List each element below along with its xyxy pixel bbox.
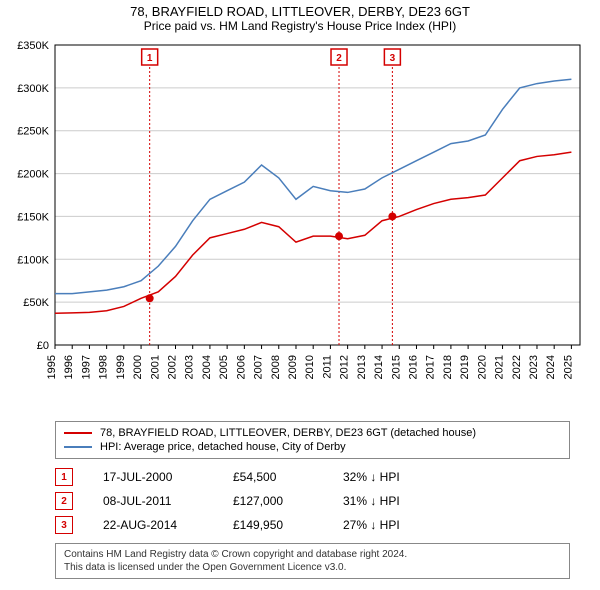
legend-label-1: 78, BRAYFIELD ROAD, LITTLEOVER, DERBY, D…	[100, 427, 476, 439]
svg-text:2003: 2003	[184, 355, 196, 379]
svg-text:2002: 2002	[166, 355, 178, 379]
svg-text:1995: 1995	[46, 355, 58, 379]
svg-text:2011: 2011	[321, 355, 333, 379]
sale-row-3: 3 22-AUG-2014 £149,950 27% ↓ HPI	[55, 513, 570, 537]
chart-svg: £0 £50K £100K £150K £200K £250K £300K £350K 1995…	[0, 35, 600, 415]
sale-date-1: 17-JUL-2000	[103, 470, 203, 484]
svg-text:2008: 2008	[270, 355, 282, 379]
legend-row-1: 78, BRAYFIELD ROAD, LITTLEOVER, DERBY, D…	[64, 426, 561, 440]
footer-line-2: This data is licensed under the Open Gov…	[64, 561, 561, 574]
svg-text:1997: 1997	[80, 355, 92, 379]
svg-text:2006: 2006	[235, 355, 247, 379]
chart-area: £0 £50K £100K £150K £200K £250K £300K £350K 1995…	[0, 35, 600, 415]
footer: Contains HM Land Registry data © Crown c…	[55, 543, 570, 579]
svg-text:£350K: £350K	[17, 40, 49, 52]
chart-container: 78, BRAYFIELD ROAD, LITTLEOVER, DERBY, D…	[0, 0, 600, 579]
sale-diff-1: 32% ↓ HPI	[343, 470, 400, 484]
sale-price-1: £54,500	[233, 470, 313, 484]
svg-text:£150K: £150K	[17, 211, 49, 223]
sale-row-2: 2 08-JUL-2011 £127,000 31% ↓ HPI	[55, 489, 570, 513]
svg-text:2009: 2009	[287, 355, 299, 379]
sale-row-1: 1 17-JUL-2000 £54,500 32% ↓ HPI	[55, 465, 570, 489]
sale-date-2: 08-JUL-2011	[103, 494, 203, 508]
legend: 78, BRAYFIELD ROAD, LITTLEOVER, DERBY, D…	[55, 421, 570, 459]
svg-text:2023: 2023	[528, 355, 540, 379]
svg-text:2025: 2025	[562, 355, 574, 379]
title-address: 78, BRAYFIELD ROAD, LITTLEOVER, DERBY, D…	[0, 4, 600, 19]
svg-text:2000: 2000	[132, 355, 144, 379]
svg-text:2016: 2016	[407, 355, 419, 379]
sales-table: 1 17-JUL-2000 £54,500 32% ↓ HPI 2 08-JUL…	[55, 465, 570, 537]
svg-text:2004: 2004	[201, 355, 213, 379]
svg-text:2013: 2013	[356, 355, 368, 379]
svg-text:2019: 2019	[459, 355, 471, 379]
legend-swatch-2	[64, 446, 92, 448]
svg-text:2: 2	[336, 53, 342, 64]
svg-text:2022: 2022	[511, 355, 523, 379]
legend-swatch-1	[64, 432, 92, 434]
sale-price-3: £149,950	[233, 518, 313, 532]
sale-diff-3: 27% ↓ HPI	[343, 518, 400, 532]
legend-row-2: HPI: Average price, detached house, City…	[64, 440, 561, 454]
svg-text:2020: 2020	[476, 355, 488, 379]
svg-text:2015: 2015	[390, 355, 402, 379]
sale-marker-1: 1	[55, 468, 73, 486]
svg-text:2024: 2024	[545, 355, 557, 379]
footer-line-1: Contains HM Land Registry data © Crown c…	[64, 548, 561, 561]
svg-text:£0: £0	[37, 340, 49, 352]
sale-date-3: 22-AUG-2014	[103, 518, 203, 532]
chart-titles: 78, BRAYFIELD ROAD, LITTLEOVER, DERBY, D…	[0, 0, 600, 35]
sale-marker-3: 3	[55, 516, 73, 534]
svg-text:2012: 2012	[339, 355, 351, 379]
svg-text:£100K: £100K	[17, 254, 49, 266]
svg-text:2018: 2018	[442, 355, 454, 379]
sale-marker-2: 2	[55, 492, 73, 510]
svg-text:1998: 1998	[98, 355, 110, 379]
svg-text:2021: 2021	[494, 355, 506, 379]
title-subtitle: Price paid vs. HM Land Registry's House …	[0, 19, 600, 33]
svg-text:2001: 2001	[149, 355, 161, 379]
sale-diff-2: 31% ↓ HPI	[343, 494, 400, 508]
svg-text:£250K: £250K	[17, 126, 49, 138]
svg-text:£300K: £300K	[17, 83, 49, 95]
svg-text:1999: 1999	[115, 355, 127, 379]
legend-label-2: HPI: Average price, detached house, City…	[100, 441, 346, 453]
svg-text:2010: 2010	[304, 355, 316, 379]
svg-text:1: 1	[147, 53, 153, 64]
svg-text:1996: 1996	[63, 355, 75, 379]
svg-text:£200K: £200K	[17, 169, 49, 181]
svg-text:3: 3	[390, 53, 396, 64]
sale-price-2: £127,000	[233, 494, 313, 508]
svg-text:£50K: £50K	[23, 297, 49, 309]
svg-text:2005: 2005	[218, 355, 230, 379]
svg-text:2017: 2017	[425, 355, 437, 379]
svg-text:2014: 2014	[373, 355, 385, 379]
svg-text:2007: 2007	[253, 355, 265, 379]
